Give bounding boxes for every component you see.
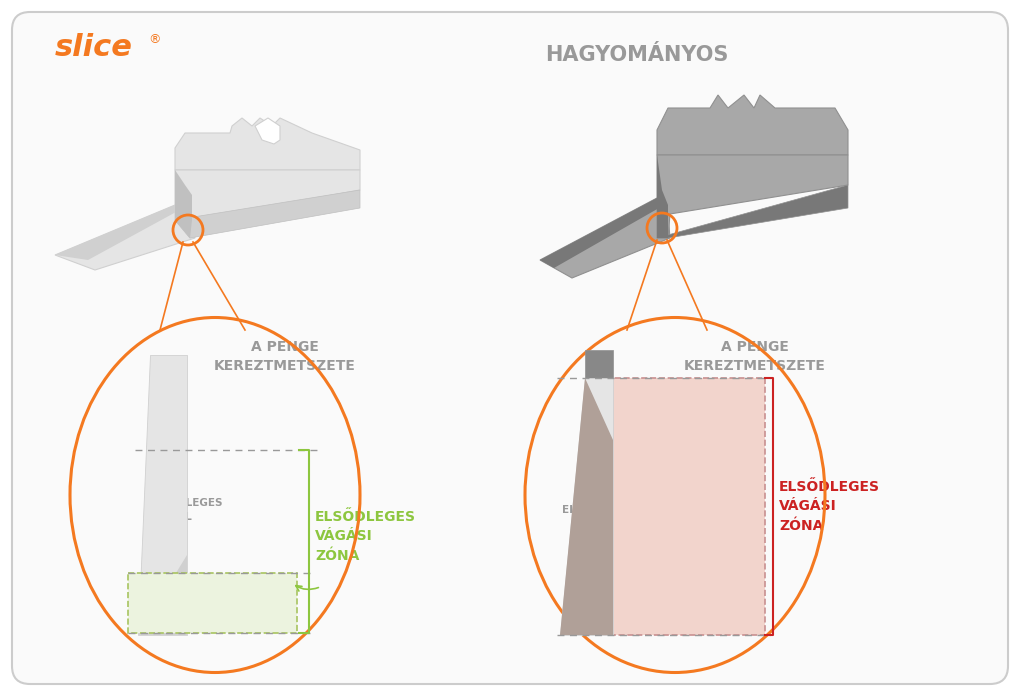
- Polygon shape: [539, 198, 669, 278]
- Polygon shape: [138, 355, 186, 635]
- Polygon shape: [55, 205, 195, 270]
- Polygon shape: [138, 555, 186, 635]
- Text: slice: slice: [55, 33, 132, 63]
- Polygon shape: [656, 155, 667, 238]
- FancyBboxPatch shape: [127, 573, 297, 633]
- Text: ELSŐDLEGES
ÉL: ELSŐDLEGES ÉL: [147, 498, 222, 522]
- Text: ELSŐDLEGES
VÁGÁSI
ZÓNA: ELSŐDLEGES VÁGÁSI ZÓNA: [779, 480, 879, 533]
- Polygon shape: [656, 185, 847, 238]
- Text: ®: ®: [148, 33, 160, 47]
- Polygon shape: [175, 118, 360, 170]
- Polygon shape: [175, 170, 360, 238]
- Text: ELSŐDLEGES
VÁGÁSI
ZÓNA: ELSŐDLEGES VÁGÁSI ZÓNA: [315, 510, 416, 563]
- Polygon shape: [539, 198, 658, 268]
- FancyBboxPatch shape: [596, 378, 764, 635]
- Text: HAGYOMÁNYOS: HAGYOMÁNYOS: [544, 45, 728, 65]
- Polygon shape: [559, 378, 612, 635]
- Polygon shape: [656, 155, 847, 238]
- Polygon shape: [175, 190, 360, 238]
- Text: A PENGE
KEREZTMETSZETE: A PENGE KEREZTMETSZETE: [684, 340, 825, 374]
- Polygon shape: [585, 350, 612, 378]
- Text: MIKROÉL: MIKROÉL: [184, 598, 240, 608]
- Polygon shape: [55, 205, 176, 260]
- Polygon shape: [656, 95, 847, 155]
- FancyArrowPatch shape: [296, 585, 318, 591]
- Text: ELSŐDLEGES
ÉL: ELSŐDLEGES ÉL: [561, 505, 637, 528]
- FancyBboxPatch shape: [12, 12, 1007, 684]
- Polygon shape: [175, 170, 192, 238]
- Polygon shape: [559, 378, 612, 635]
- Text: A PENGE
KEREZTMETSZETE: A PENGE KEREZTMETSZETE: [214, 340, 356, 374]
- Polygon shape: [255, 118, 280, 144]
